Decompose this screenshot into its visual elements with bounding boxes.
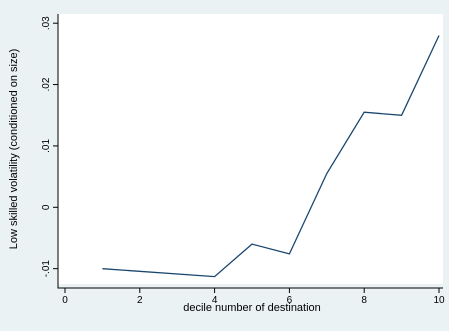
x-tick-label: 2 bbox=[137, 295, 143, 306]
series-group bbox=[102, 35, 440, 278]
y-tick-label: 0 bbox=[41, 204, 52, 210]
axes: 0 2 4 6 8 10 -.01 0 .01 .02 .03 bbox=[41, 14, 445, 306]
x-tick-label: 10 bbox=[433, 295, 445, 306]
x-tick-label: 6 bbox=[287, 295, 293, 306]
x-axis-label: decile number of destination bbox=[183, 302, 321, 314]
x-tick-label: 4 bbox=[212, 295, 218, 306]
y-tick-label: -.01 bbox=[41, 260, 52, 278]
x-tick-label: 8 bbox=[361, 295, 367, 306]
series-line bbox=[102, 35, 440, 278]
y-axis-label: Low skilled volatility (conditioned on s… bbox=[8, 49, 20, 250]
x-tick-label: 0 bbox=[62, 295, 68, 306]
y-tick-label: .03 bbox=[41, 16, 52, 30]
y-tick-label: .02 bbox=[41, 77, 52, 91]
y-tick-label: .01 bbox=[41, 139, 52, 153]
plot-area bbox=[58, 14, 443, 284]
